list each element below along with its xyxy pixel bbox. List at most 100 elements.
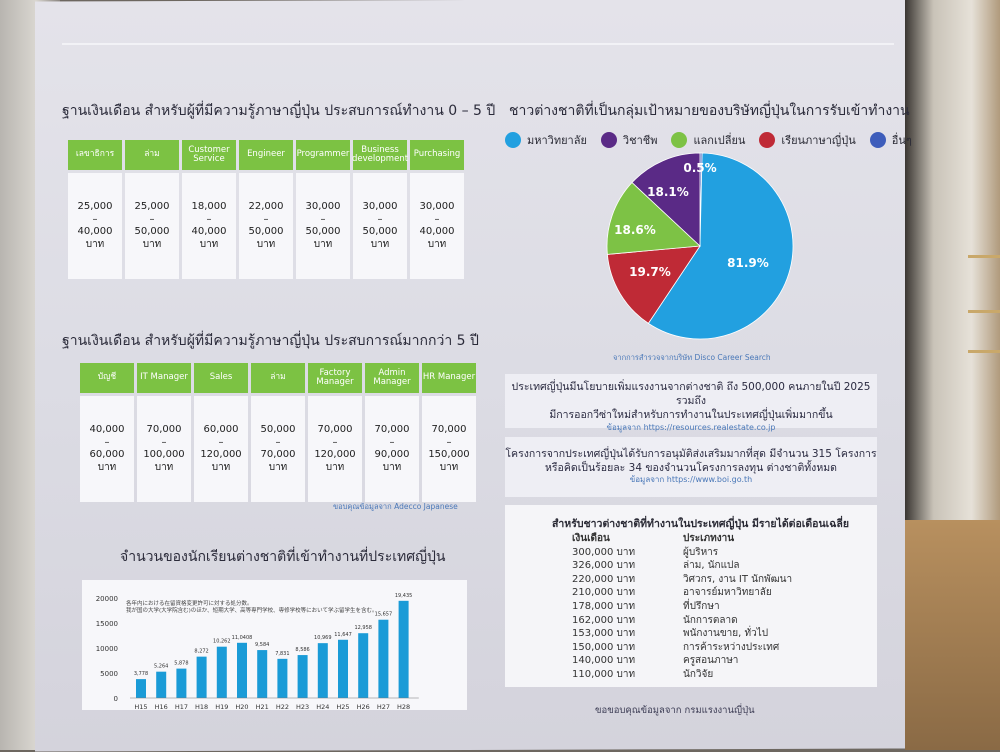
salary-high: 50,000	[248, 226, 284, 237]
range-dash: –	[149, 213, 155, 225]
x-tick-label: H20	[235, 703, 248, 710]
salary-low: 70,000	[317, 424, 353, 435]
legend-item: มหาวิทยาลัย	[505, 131, 587, 149]
salary-unit: บาท	[97, 461, 117, 473]
salary-high: 100,000	[143, 449, 185, 460]
income-job: ผู้บริหาร	[683, 546, 719, 558]
x-tick-label: H16	[155, 703, 168, 710]
legend-label: วิชาชีพ	[622, 134, 658, 147]
floor	[905, 520, 1000, 750]
students-bar-chart: 各年内における在留資格変更許可に対する処分数。 我が国の大学(大学院含む)のほか…	[96, 593, 419, 710]
bar-value-label: 5,878	[174, 661, 188, 667]
bar-value-label: 19,435	[395, 593, 413, 599]
range-dash: –	[161, 436, 167, 448]
salary-range: 30,000–50,000 บาท	[353, 173, 407, 279]
income-job: ครูสอนภาษา	[683, 655, 739, 667]
x-tick-label: H27	[377, 703, 390, 710]
x-tick-label: H17	[175, 703, 188, 710]
x-tick-label: H18	[195, 703, 208, 710]
pie-label: 0.5%	[683, 161, 716, 175]
income-salary: 178,000 บาท	[572, 600, 636, 612]
income-salary: 300,000 บาท	[572, 546, 636, 558]
income-job: ที่ปรึกษา	[683, 600, 720, 612]
legend-label: เรียนภาษาญี่ปุ่น	[781, 134, 856, 147]
pie-source: จากการสำรวจจากบริษัท Disco Career Search	[613, 353, 771, 362]
bar	[156, 671, 167, 698]
col-job-header: ประเภทงาน	[683, 533, 735, 544]
salary-low: 30,000	[362, 201, 398, 212]
salary-unit: บาท	[211, 461, 231, 473]
bar-value-label: 15,657	[375, 612, 393, 618]
pie-label: 18.1%	[647, 185, 689, 199]
target-group-pie-chart: 81.9% 18.1% 18.6% 19.7% 0.5%	[606, 152, 794, 340]
income-job: การค้าระหว่างประเทศ	[683, 641, 780, 653]
bar	[257, 650, 268, 698]
salary-unit: บาท	[325, 461, 345, 473]
divider	[62, 43, 894, 45]
salary-low: 40,000	[89, 424, 125, 435]
y-tick-label: 15000	[96, 620, 118, 628]
salary-high: 40,000	[77, 226, 113, 237]
bar	[378, 619, 389, 698]
salary-unit: บาท	[199, 238, 219, 250]
x-tick-label: H21	[256, 703, 269, 710]
column-header: ล่าม	[251, 363, 305, 393]
shelf	[968, 255, 1000, 258]
income-salary: 150,000 บาท	[572, 641, 636, 653]
column-header: เลขาธิการ	[68, 140, 122, 170]
bar	[136, 679, 146, 698]
info-text: มีการออกวีซ่าใหม่สำหรับการทำงานในประเทศญ…	[549, 409, 833, 422]
table-column: Business development 30,000–50,000 บาท	[352, 140, 408, 279]
info-source: ข้อมูลจาก https://resources.realestate.c…	[606, 422, 776, 432]
income-row: 220,000 บาท วิศวกร, งาน IT นักพัฒนา	[505, 573, 877, 587]
range-dash: –	[263, 213, 269, 225]
range-dash: –	[377, 213, 383, 225]
salary-range: 50,000–70,000 บาท	[251, 396, 305, 502]
income-row: 178,000 บาท ที่ปรึกษา	[505, 600, 877, 614]
salary-unit: บาท	[439, 461, 459, 473]
salary-high: 50,000	[305, 226, 341, 237]
salary-range: 70,000–120,000 บาท	[308, 396, 362, 502]
salary-range: 22,000–50,000 บาท	[239, 173, 293, 279]
pie-label: 81.9%	[727, 256, 769, 270]
salary-high: 50,000	[134, 226, 170, 237]
legend-label: อื่นๆ	[891, 134, 912, 147]
range-dash: –	[92, 213, 98, 225]
y-tick-label: 20000	[96, 595, 118, 603]
salary-unit: บาท	[256, 238, 276, 250]
pie-slice	[606, 181, 701, 255]
income-row: 300,000 บาท ผู้บริหาร	[505, 546, 877, 560]
salary-unit: บาท	[427, 238, 447, 250]
salary-range: 25,000–40,000 บาท	[68, 173, 122, 279]
salary-unit: บาท	[85, 238, 105, 250]
pie-label: 19.7%	[629, 265, 671, 279]
range-dash: –	[206, 213, 212, 225]
table-column: Sales 60,000–120,000 บาท	[194, 363, 248, 502]
x-tick-label: H19	[215, 703, 228, 710]
range-dash: –	[434, 213, 440, 225]
salary-high: 70,000	[260, 449, 296, 460]
table1-heading: ฐานเงินเดือน สำหรับผู้ที่มีความรู้ภาษาญี…	[62, 103, 496, 119]
salary-table-over-5-years: บัญชี 40,000–60,000 บาท IT Manager 70,000–10…	[80, 363, 476, 502]
bar-value-label: 9,584	[255, 642, 269, 648]
income-salary: 326,000 บาท	[572, 560, 636, 572]
y-tick-label: 5000	[100, 670, 118, 678]
bar-value-label: 12,958	[354, 625, 372, 631]
column-header: Programmer	[296, 140, 350, 170]
legend-label: แลกเปลี่ยน	[693, 134, 746, 147]
table2-heading: ฐานเงินเดือน สำหรับผู้ที่มีความรู้ภาษาญี…	[62, 333, 479, 349]
salary-high: 120,000	[200, 449, 242, 460]
pie-slice	[606, 245, 701, 324]
salary-high: 150,000	[428, 449, 470, 460]
bar	[317, 643, 328, 698]
col-salary-header: เงินเดือน	[572, 533, 610, 544]
income-salary: 140,000 บาท	[572, 655, 636, 667]
legend-item: แลกเปลี่ยน	[671, 131, 745, 149]
legend-item: เรียนภาษาญี่ปุ่น	[759, 131, 856, 149]
salary-high: 40,000	[419, 226, 455, 237]
info-text: โครงการจากประเทศญี่ปุ่นได้รับการอนุมัติส…	[505, 448, 877, 460]
salary-range: 70,000–90,000 บาท	[365, 396, 419, 502]
y-tick-label: 10000	[96, 645, 118, 653]
salary-high: 50,000	[362, 226, 398, 237]
income-salary: 110,000 บาท	[572, 668, 636, 680]
